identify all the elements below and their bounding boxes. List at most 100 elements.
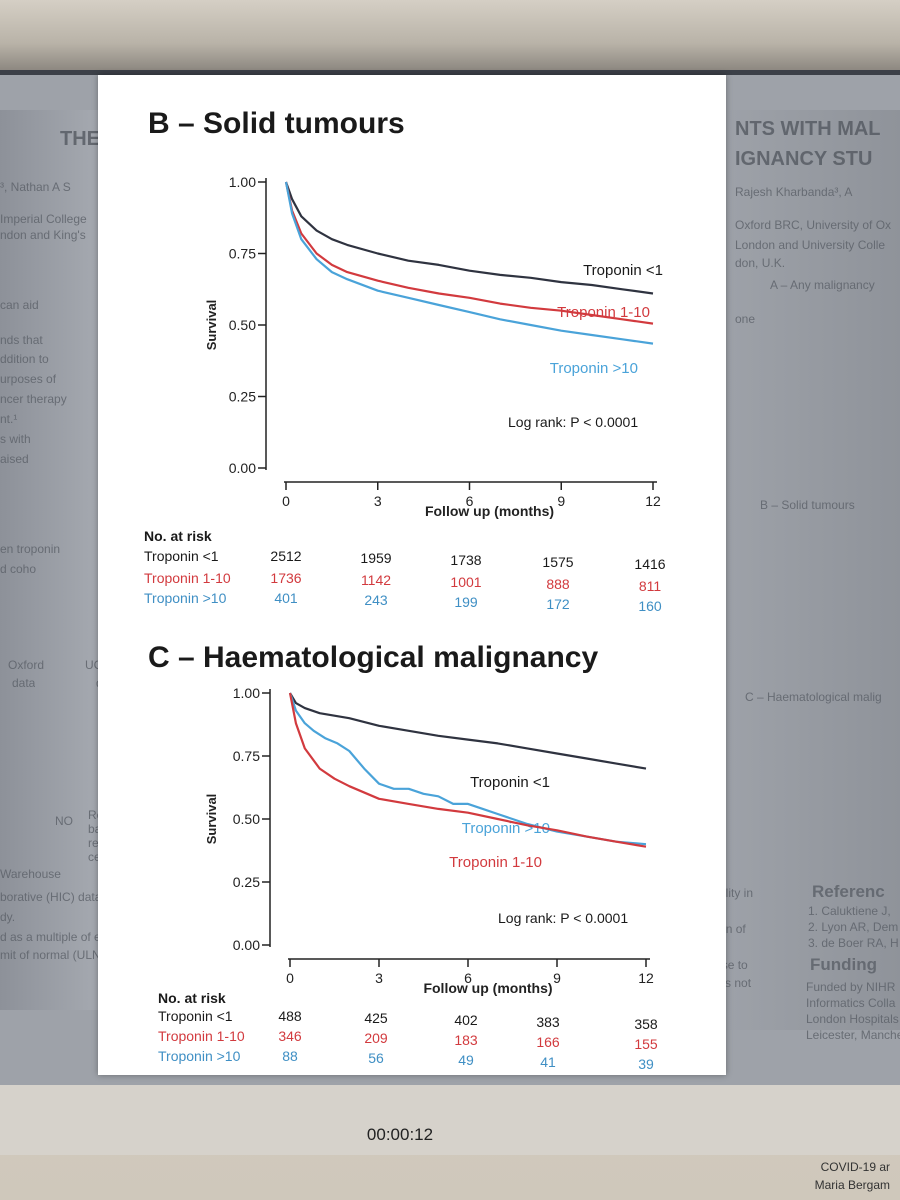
risk-value: 183 [454,1032,478,1048]
y-tick-label: 1.00 [229,174,256,190]
background-right-line: London Hospitals [806,1012,899,1026]
risk-value: 1738 [450,552,481,568]
y-tick-label: 0.00 [229,460,256,476]
series-line [284,181,654,295]
background-right-line: C – Haematological malig [745,690,882,704]
risk-table-heading: No. at risk [158,990,226,1006]
background-right-line: Rajesh Kharbanda³, A [735,185,853,199]
footer-line-2: Maria Bergam [814,1178,890,1192]
background-right-line: Leicester, Manche [806,1028,900,1042]
y-tick-label: 1.00 [233,685,260,701]
series-label: Troponin <1 [583,262,663,279]
series-line [288,692,647,848]
background-left-line: mit of normal (ULN). [0,948,105,962]
risk-table-heading: No. at risk [144,528,212,544]
risk-value: 88 [282,1048,298,1064]
background-right-line: B – Solid tumours [760,498,855,512]
background-left-line: d coho [0,562,37,576]
series-label: Troponin >10 [462,820,550,837]
background-left-line: urposes of [0,372,57,386]
risk-value: 199 [454,594,478,610]
background-right-line: Oxford BRC, University of Ox [735,218,892,232]
x-tick-label: 12 [645,493,661,509]
risk-value: 402 [454,1012,478,1028]
background-left-line: d as a multiple of each [0,930,105,944]
x-tick-label: 3 [374,493,382,509]
background-left-title: THE [60,128,100,150]
x-tick-label: 12 [638,970,654,986]
series-label: Troponin 1-10 [449,854,542,871]
log-rank-annotation: Log rank: P < 0.0001 [508,414,638,430]
risk-row-label: Troponin >10 [144,590,227,606]
risk-value: 166 [536,1034,560,1050]
risk-row-label: Troponin 1-10 [158,1028,245,1044]
series-label: Troponin <1 [470,774,550,791]
y-tick-label: 0.25 [229,389,256,405]
background-left-line: ncer therapy [0,392,67,406]
series-label: Troponin >10 [550,360,638,377]
background-left-line: dy. [0,910,16,924]
risk-value: 488 [278,1008,302,1024]
background-right-line: A – Any malignancy [770,278,875,292]
risk-value: 2512 [270,548,301,564]
background-right-line: one [735,312,756,326]
background-right-title: IGNANCY STU [735,148,873,170]
x-axis-label: Follow up (months) [423,980,552,996]
risk-value: 1959 [360,550,391,566]
risk-value: 1575 [542,554,573,570]
risk-value: 811 [639,578,662,594]
y-tick-label: 0.00 [233,937,260,953]
chart-title: C – Haematological malignancy [148,641,598,674]
background-poster-right [720,110,900,1030]
y-axis-label: Survival [204,300,219,351]
background-right-line: London and University Colle [735,238,886,252]
background-right-line: Funded by NIHR [806,980,896,994]
video-control-bar [0,1085,900,1155]
risk-value: 39 [638,1056,654,1072]
risk-value: 41 [540,1054,556,1070]
background-right-title: NTS WITH MAL [735,118,881,140]
background-left-line: nt.¹ [0,412,18,426]
series-line [284,181,654,345]
background-left-line: data [12,676,36,690]
background-left-line: ddition to [0,352,49,366]
background-right-line: Funding [810,955,878,974]
background-left-line: en troponin [0,542,61,556]
x-tick-label: 6 [464,970,472,986]
risk-value: 1416 [634,556,665,572]
risk-value: 1736 [270,570,301,586]
background-right-line: Informatics Colla [806,996,896,1010]
footer-line-1: COVID-19 ar [820,1160,890,1174]
risk-value: 49 [458,1052,474,1068]
risk-row-label: Troponin <1 [144,548,219,564]
y-axis-label: Survival [204,794,219,845]
risk-value: 243 [364,592,388,608]
risk-value: 888 [546,576,570,592]
monitor-bezel [0,0,900,72]
background-poster-left [0,110,110,1010]
background-right-line: 3. de Boer RA, H [808,936,899,950]
background-left-line: ³, Nathan A S [0,180,71,194]
background-left-line: s with [0,432,31,446]
x-tick-label: 0 [282,493,290,509]
km-charts: B – Solid tumours 0.00 0.25 0.50 0.75 1.00 0 3 6… [144,107,666,1072]
background-left-line: NO [55,814,73,828]
series-line [284,181,654,325]
background-right-line: 1. Caluktiene J, [808,904,891,918]
risk-value: 209 [364,1030,388,1046]
risk-row-label: Troponin >10 [158,1048,241,1064]
background-left-line: Imperial College [0,212,87,226]
background-left-line: Warehouse [0,867,61,881]
x-tick-label: 0 [286,970,294,986]
risk-value: 346 [278,1028,302,1044]
risk-value: 425 [364,1010,388,1026]
slide-panel: B – Solid tumours 0.00 0.25 0.50 0.75 1.00 0 3 6… [98,75,726,1075]
log-rank-annotation: Log rank: P < 0.0001 [498,910,628,926]
background-right-line: Referenc [812,882,885,901]
background-right-line: 2. Lyon AR, Dem [808,920,899,934]
chart-title: B – Solid tumours [148,107,405,140]
background-left-line: Oxford [8,658,45,672]
risk-row-label: Troponin <1 [158,1008,233,1024]
risk-value: 1001 [450,574,481,590]
risk-value: 155 [634,1036,658,1052]
